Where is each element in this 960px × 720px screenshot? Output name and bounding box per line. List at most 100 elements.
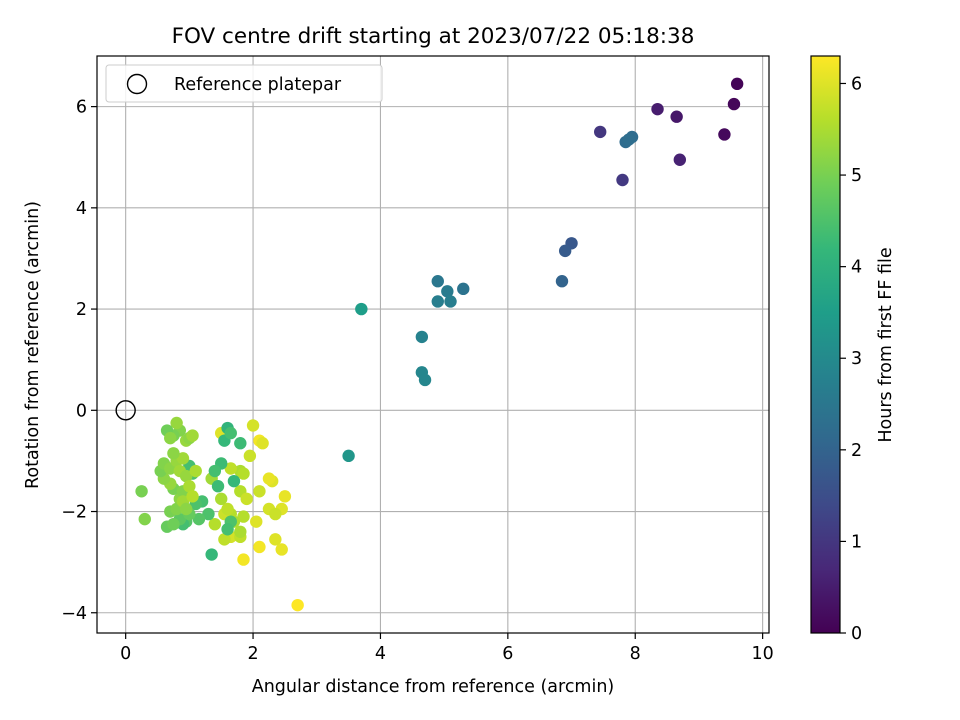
data-point xyxy=(208,464,222,478)
data-point xyxy=(167,447,180,460)
colorbar-tick-label: 1 xyxy=(851,532,862,552)
data-point xyxy=(186,490,199,503)
data-point xyxy=(616,173,629,187)
colorbar-tick-label: 4 xyxy=(851,258,862,278)
data-point xyxy=(179,469,193,483)
data-point xyxy=(246,419,260,432)
data-point xyxy=(208,517,222,531)
colorbar-tick-label: 5 xyxy=(851,166,862,186)
plot-area: 0 2 4 6 8 10 −4 −2 0 2 4 6 xyxy=(61,55,774,664)
data-point xyxy=(594,125,607,139)
y-tick-label: 0 xyxy=(76,401,87,421)
data-point xyxy=(189,464,202,478)
data-point xyxy=(234,436,247,450)
reference-marker xyxy=(115,400,136,421)
colorbar-tick-label: 3 xyxy=(851,349,862,369)
data-point xyxy=(415,330,429,344)
data-point xyxy=(218,533,231,546)
data-point xyxy=(441,285,454,298)
data-point xyxy=(269,507,282,521)
data-point xyxy=(215,492,228,506)
data-point xyxy=(718,128,731,141)
data-point xyxy=(192,512,206,526)
data-point xyxy=(234,525,247,538)
data-point xyxy=(730,77,744,91)
y-axis-ticks: −4 −2 0 2 4 6 xyxy=(61,98,97,624)
legend: Reference platepar xyxy=(105,64,383,103)
colorbar-frame xyxy=(810,55,841,634)
legend-marker-open-circle xyxy=(126,73,148,95)
data-point xyxy=(224,426,237,440)
x-axis-ticks: 0 2 4 6 8 10 xyxy=(120,633,774,664)
data-point xyxy=(275,543,288,556)
data-point xyxy=(240,492,253,506)
data-point xyxy=(135,485,148,498)
data-point xyxy=(355,302,368,316)
colorbar-tick-label: 0 xyxy=(851,624,862,644)
y-tick-label: 2 xyxy=(76,300,87,320)
data-point xyxy=(670,110,683,123)
data-point xyxy=(622,133,636,146)
data-point xyxy=(431,275,444,288)
data-point xyxy=(256,436,269,450)
data-point xyxy=(418,373,432,387)
data-point xyxy=(221,502,234,516)
y-tick-label: −2 xyxy=(61,503,87,523)
plot-background xyxy=(97,56,769,633)
data-point xyxy=(167,517,180,531)
data-point xyxy=(211,480,225,493)
data-point xyxy=(138,512,151,526)
data-point xyxy=(205,548,218,561)
x-tick-label: 10 xyxy=(751,644,773,664)
data-point xyxy=(186,429,199,442)
data-point xyxy=(291,598,304,612)
data-point xyxy=(457,282,470,296)
data-point xyxy=(727,97,741,111)
data-point xyxy=(227,474,241,488)
data-point xyxy=(269,533,282,546)
colorbar-label: Hours from first FF file xyxy=(876,247,896,442)
colorbar-fill xyxy=(811,56,840,633)
chart-title: FOV centre drift starting at 2023/07/22 … xyxy=(172,24,695,49)
data-point xyxy=(555,275,569,288)
x-tick-label: 8 xyxy=(630,644,641,664)
data-point xyxy=(253,485,266,498)
colorbar-tick-label: 6 xyxy=(851,74,862,94)
data-points xyxy=(135,77,744,612)
colorbar-tick-label: 2 xyxy=(851,441,862,461)
legend-box xyxy=(105,64,383,103)
data-point xyxy=(183,480,196,493)
y-axis-label: Rotation from reference (arcmin) xyxy=(23,201,43,489)
y-tick-label: 6 xyxy=(76,98,87,118)
data-point xyxy=(444,295,457,308)
data-point xyxy=(164,431,177,445)
data-point xyxy=(170,416,183,430)
grid-lines xyxy=(97,56,769,633)
data-point xyxy=(243,449,257,463)
data-point xyxy=(431,295,444,308)
data-point xyxy=(237,553,250,566)
data-point xyxy=(250,515,263,528)
data-point xyxy=(224,462,237,475)
data-point xyxy=(221,523,234,536)
data-point xyxy=(342,449,355,463)
x-tick-label: 2 xyxy=(247,644,258,664)
data-point xyxy=(253,540,266,554)
x-axis-label: Angular distance from reference (arcmin) xyxy=(252,677,615,697)
x-tick-label: 4 xyxy=(375,644,386,664)
y-tick-label: −4 xyxy=(61,604,87,624)
y-tick-label: 4 xyxy=(76,199,87,219)
colorbar-ticks: 0 1 2 3 4 5 6 xyxy=(840,74,862,644)
data-point xyxy=(237,510,250,523)
data-point xyxy=(673,153,687,166)
data-point xyxy=(278,490,292,503)
legend-label: Reference platepar xyxy=(174,75,342,95)
data-point xyxy=(558,244,572,258)
data-point xyxy=(179,502,193,516)
colorbar: 0 1 2 3 4 5 6 Hours from first FF file xyxy=(810,55,896,644)
x-tick-label: 0 xyxy=(120,644,131,664)
data-point xyxy=(202,507,215,521)
data-point xyxy=(651,102,664,116)
plot-frame xyxy=(96,55,770,634)
